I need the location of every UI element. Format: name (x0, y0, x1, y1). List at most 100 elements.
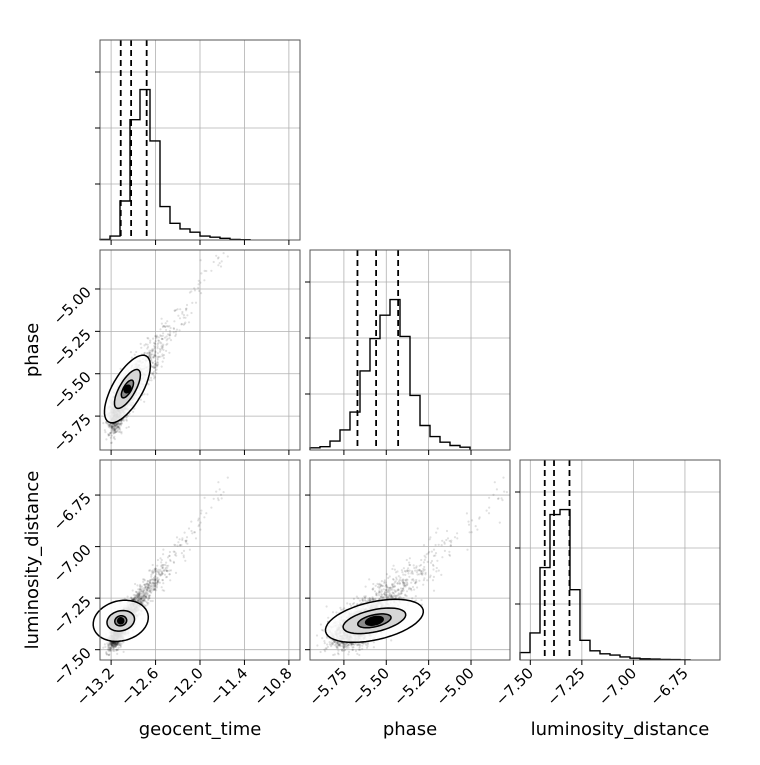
scatter-point (153, 377, 155, 379)
scatter-point (204, 270, 206, 272)
scatter-point (168, 337, 170, 339)
scatter-point (143, 393, 145, 395)
scatter-point (191, 302, 193, 304)
scatter-point (161, 586, 163, 588)
scatter-point (156, 565, 158, 567)
scatter-point (112, 650, 114, 652)
scatter-point (163, 590, 165, 592)
scatter-point (146, 594, 148, 596)
scatter-point (142, 578, 144, 580)
scatter-point (168, 573, 170, 575)
scatter-point (150, 377, 152, 379)
scatter-point (135, 591, 137, 593)
scatter-point (150, 574, 152, 576)
scatter-point (145, 586, 147, 588)
scatter-point (143, 401, 145, 403)
scatter-point (213, 261, 215, 263)
scatter-point (203, 279, 205, 281)
scatter-point (149, 351, 151, 353)
scatter-point (154, 585, 156, 587)
scatter-point (153, 357, 155, 359)
scatter-point (155, 340, 157, 342)
scatter-point (155, 351, 157, 353)
scatter-point (140, 347, 142, 349)
scatter-point (102, 422, 104, 424)
scatter-point (177, 315, 179, 317)
scatter-point (136, 584, 138, 586)
scatter-point (197, 287, 199, 289)
scatter-point (179, 308, 181, 310)
scatter-point (147, 337, 149, 339)
scatter-point (170, 569, 172, 571)
scatter-point (145, 605, 147, 607)
scatter-point (173, 551, 175, 553)
scatter-point (144, 352, 146, 354)
scatter-point (116, 424, 118, 426)
scatter-point (170, 327, 172, 329)
scatter-point (162, 346, 164, 348)
scatter-point (167, 325, 169, 327)
scatter-point (156, 356, 158, 358)
scatter-point (188, 321, 190, 323)
scatter-point (161, 318, 163, 320)
scatter-point (165, 322, 167, 324)
scatter-point (110, 442, 112, 444)
scatter-point (135, 351, 137, 353)
scatter-point (119, 423, 121, 425)
scatter-point (181, 311, 183, 313)
scatter-point (190, 312, 192, 314)
scatter-point (203, 516, 205, 518)
scatter-point (116, 653, 118, 655)
scatter-point (189, 549, 191, 551)
scatter-point (163, 325, 165, 327)
scatter-point (110, 437, 112, 439)
scatter-point (221, 260, 223, 262)
scatter-point (134, 583, 136, 585)
scatter-point (127, 596, 129, 598)
scatter-point (198, 283, 200, 285)
scatter-point (154, 363, 156, 365)
scatter-point (157, 352, 159, 354)
scatter-point (152, 338, 154, 340)
scatter-point (194, 289, 196, 291)
scatter-point (166, 339, 168, 341)
scatter-point (107, 434, 109, 436)
scatter-point (155, 372, 157, 374)
scatter-point (107, 644, 109, 646)
scatter-point (174, 310, 176, 312)
scatter-point (119, 427, 121, 429)
scatter-point (215, 255, 217, 257)
scatter-point (126, 420, 128, 422)
scatter-point (169, 579, 171, 581)
scatter-point (162, 332, 164, 334)
scatter-point (169, 330, 171, 332)
scatter-point (169, 551, 171, 553)
scatter-point (185, 541, 187, 543)
scatter-point (162, 549, 164, 551)
scatter-point (157, 345, 159, 347)
scatter-point (177, 541, 179, 543)
scatter-point (217, 264, 219, 266)
scatter-point (195, 302, 197, 304)
scatter-point (166, 335, 168, 337)
scatter-point (160, 561, 162, 563)
scatter-point (175, 331, 177, 333)
scatter-point (150, 576, 152, 578)
scatter-point (186, 304, 188, 306)
scatter-point (162, 355, 164, 357)
scatter-point (205, 512, 207, 514)
scatter-point (183, 556, 185, 558)
scatter-point (184, 322, 186, 324)
scatter-point (157, 577, 159, 579)
scatter-point (157, 339, 159, 341)
scatter-point (151, 353, 153, 355)
scatter-point (217, 257, 219, 259)
scatter-point (210, 270, 212, 272)
scatter-point (165, 562, 167, 564)
scatter-point (152, 564, 154, 566)
scatter-point (181, 537, 183, 539)
scatter-point (162, 582, 164, 584)
scatter-point (143, 344, 145, 346)
scatter-point (168, 352, 170, 354)
